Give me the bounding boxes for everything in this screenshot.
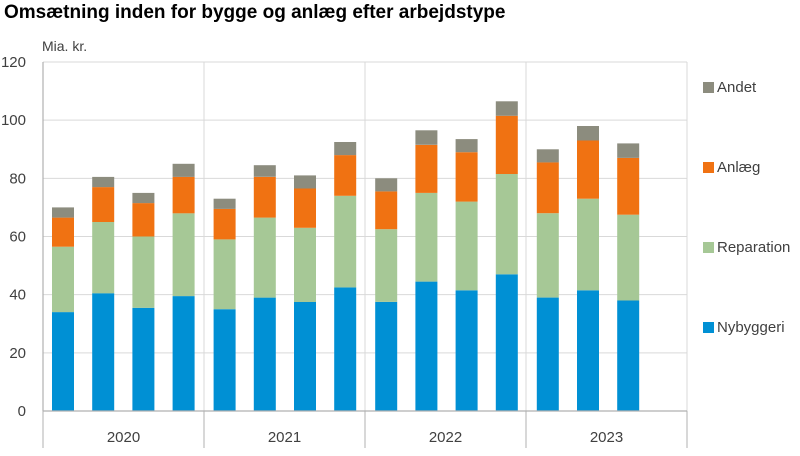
bar-segment-reparation [415,192,438,282]
bar-segment-andet [375,178,398,192]
bar-segment-anlæg [577,140,599,199]
bar-segment-andet [294,175,316,189]
y-tick-label: 100 [1,112,26,129]
bar-segment-nybyggeri [92,293,115,411]
y-tick-label: 120 [1,54,26,71]
y-tick-label: 40 [9,287,26,304]
bar-segment-nybyggeri [132,307,155,411]
bar-segment-reparation [253,217,276,298]
bar-segment-reparation [617,214,640,301]
y-tick-label: 20 [9,345,26,362]
bar-segment-andet [617,143,640,158]
bar-segment-reparation [495,174,518,275]
bar-segment-nybyggeri [52,312,74,411]
y-tick-label: 0 [18,403,26,420]
bar-segment-nybyggeri [294,301,316,411]
bar-segment-reparation [536,213,559,298]
bar-segment-andet [213,198,236,209]
bar-segment-anlæg [617,158,640,215]
y-axis-label: Mia. kr. [42,38,87,54]
bar-segment-nybyggeri [577,290,599,411]
bar-segment-nybyggeri [617,300,640,411]
bar-segment-andet [415,130,438,145]
x-tick-label: 2020 [107,429,140,446]
bar-segment-nybyggeri [495,274,518,411]
bar-segment-anlæg [52,217,74,247]
bar-segment-reparation [375,229,398,302]
bar-segment-anlæg [375,191,398,230]
bar-segment-reparation [455,201,478,291]
y-tick-label: 60 [9,229,26,246]
bar-segment-andet [253,165,276,177]
chart-title: Omsætning inden for bygge og anlæg efter… [4,2,506,23]
bar-segment-reparation [52,246,74,313]
bar-segment-reparation [294,227,316,302]
bar-segment-andet [536,149,559,163]
legend-label: Anlæg [717,159,760,176]
y-tick-label: 80 [9,170,26,187]
legend-swatch [703,322,714,333]
legend-label: Andet [717,79,757,96]
bar-segment-andet [172,163,195,177]
legend-swatch [703,82,714,93]
bar-segment-anlæg [253,176,276,218]
bar-segment-reparation [334,195,357,288]
bar-segment-andet [577,126,599,141]
bar-segment-nybyggeri [334,287,357,411]
legend-label: Reparation [717,239,790,256]
bar-segment-anlæg [92,187,115,222]
bar-segment-nybyggeri [536,297,559,411]
bar-segment-anlæg [213,208,236,240]
bar-segment-andet [334,142,357,156]
bar-segment-nybyggeri [375,301,398,411]
legend-label: Nybyggeri [717,319,785,336]
bar-segment-andet [455,139,478,153]
bar-segment-andet [495,101,518,116]
bar-segment-anlæg [334,155,357,196]
bar-segment-anlæg [415,144,438,193]
bar-segment-andet [92,176,115,188]
bar-segment-reparation [172,213,195,297]
bar-segment-anlæg [172,176,195,214]
bar-segment-andet [132,192,155,204]
legend-swatch [703,162,714,173]
bar-segment-andet [52,207,74,218]
bar-segment-anlæg [495,115,518,174]
bar-segment-anlæg [294,188,316,228]
bar-segment-nybyggeri [253,297,276,411]
bar-segment-reparation [92,222,115,294]
bar-segment-reparation [577,198,599,291]
bar-segment-anlæg [132,203,155,237]
x-tick-label: 2021 [268,429,301,446]
bar-segment-nybyggeri [415,281,438,411]
legend-swatch [703,242,714,253]
x-tick-label: 2022 [429,429,462,446]
bar-segment-nybyggeri [172,296,195,411]
bar-segment-nybyggeri [213,309,236,411]
x-tick-label: 2023 [590,429,623,446]
bar-segment-anlæg [455,152,478,202]
bar-segment-reparation [213,239,236,310]
bar-segment-anlæg [536,162,559,214]
bar-segment-reparation [132,236,155,308]
bar-segment-nybyggeri [455,290,478,411]
